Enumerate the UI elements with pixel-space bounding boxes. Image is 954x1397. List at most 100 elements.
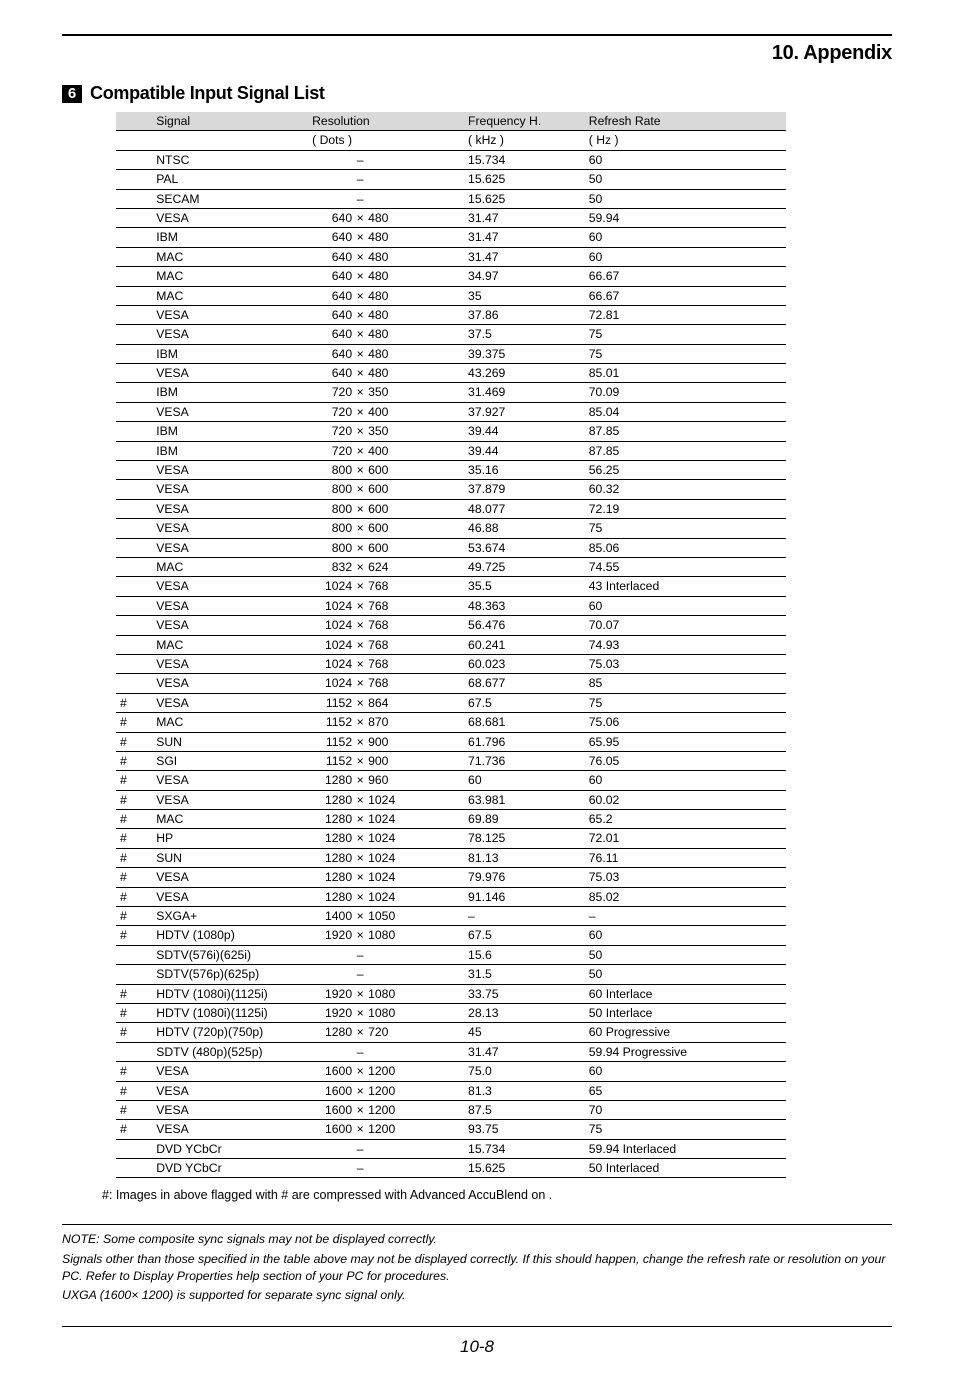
- resolution-times: ×: [352, 831, 368, 845]
- resolution-height: 480: [368, 347, 408, 361]
- cell-signal: HDTV (1080p): [152, 926, 308, 945]
- cell-resolution: –: [308, 1159, 464, 1178]
- resolution-width: 640: [312, 211, 352, 225]
- cell-freq-h: 48.077: [464, 499, 585, 518]
- cell-signal: SECAM: [152, 189, 308, 208]
- cell-refresh: 75.03: [585, 868, 786, 887]
- cell-freq-h: 75.0: [464, 1062, 585, 1081]
- cell-signal: VESA: [152, 790, 308, 809]
- table-head-row-1: Signal Resolution Frequency H. Refresh R…: [116, 112, 786, 131]
- cell-freq-h: 68.681: [464, 713, 585, 732]
- cell-signal: DVD YCbCr: [152, 1159, 308, 1178]
- cell-signal: VESA: [152, 1081, 308, 1100]
- resolution-times: ×: [352, 696, 368, 710]
- resolution-times: ×: [352, 521, 368, 535]
- cell-refresh: 87.85: [585, 441, 786, 460]
- cell-resolution: 1280×1024: [308, 848, 464, 867]
- cell-resolution: 1024×768: [308, 635, 464, 654]
- resolution-height: 768: [368, 638, 408, 652]
- cell-freq-h: 81.13: [464, 848, 585, 867]
- cell-freq-h: 37.5: [464, 325, 585, 344]
- resolution-width: 1280: [312, 812, 352, 826]
- cell-resolution: 1024×768: [308, 616, 464, 635]
- cell-mark: [116, 170, 152, 189]
- cell-signal: VESA: [152, 1100, 308, 1119]
- resolution-height: 1080: [368, 928, 408, 942]
- resolution-width: 1600: [312, 1122, 352, 1136]
- cell-mark: #: [116, 790, 152, 809]
- cell-mark: #: [116, 984, 152, 1003]
- table-row: #HDTV (720p)(750p)1280×7204560 Progressi…: [116, 1023, 786, 1042]
- th2-freqh: ( kHz ): [464, 131, 585, 150]
- cell-refresh: 76.05: [585, 751, 786, 770]
- table-row: IBM640×48039.37575: [116, 344, 786, 363]
- resolution-times: ×: [352, 269, 368, 283]
- resolution-width: 640: [312, 250, 352, 264]
- cell-resolution: 1280×960: [308, 771, 464, 790]
- table-row: #VESA1600×120093.7575: [116, 1120, 786, 1139]
- resolution-width: 1280: [312, 870, 352, 884]
- cell-resolution: –: [308, 945, 464, 964]
- cell-resolution: 1280×1024: [308, 868, 464, 887]
- cell-resolution: 1280×1024: [308, 790, 464, 809]
- cell-mark: [116, 519, 152, 538]
- resolution-width: 640: [312, 289, 352, 303]
- resolution-height: 400: [368, 405, 408, 419]
- cell-signal: HDTV (1080i)(1125i): [152, 984, 308, 1003]
- resolution-times: ×: [352, 890, 368, 904]
- resolution-times: ×: [352, 987, 368, 1001]
- resolution-times: ×: [352, 211, 368, 225]
- header-title: 10. Appendix: [62, 42, 892, 65]
- note-p3: UXGA (1600× 1200) is supported for separ…: [62, 1287, 892, 1304]
- cell-mark: [116, 383, 152, 402]
- table-row: VESA800×60048.07772.19: [116, 499, 786, 518]
- table-row: #HP1280×102478.12572.01: [116, 829, 786, 848]
- cell-mark: [116, 557, 152, 576]
- cell-freq-h: 34.97: [464, 267, 585, 286]
- resolution-width: 1600: [312, 1084, 352, 1098]
- cell-refresh: 60: [585, 150, 786, 169]
- cell-mark: [116, 208, 152, 227]
- cell-mark: #: [116, 1120, 152, 1139]
- table-row: IBM720×35039.4487.85: [116, 422, 786, 441]
- th2-res: ( Dots ): [308, 131, 464, 150]
- cell-signal: VESA: [152, 674, 308, 693]
- resolution-width: 720: [312, 444, 352, 458]
- cell-refresh: 60.32: [585, 480, 786, 499]
- cell-freq-h: 15.625: [464, 170, 585, 189]
- resolution-times: ×: [352, 366, 368, 380]
- page-number: 10-8: [62, 1337, 892, 1357]
- cell-resolution: 832×624: [308, 557, 464, 576]
- cell-mark: [116, 480, 152, 499]
- resolution-dash: –: [312, 153, 408, 167]
- resolution-width: 1152: [312, 754, 352, 768]
- table-row: SECAM–15.62550: [116, 189, 786, 208]
- cell-freq-h: 37.879: [464, 480, 585, 499]
- table-row: DVD YCbCr–15.73459.94 Interlaced: [116, 1139, 786, 1158]
- cell-mark: [116, 422, 152, 441]
- resolution-width: 800: [312, 482, 352, 496]
- resolution-dash: –: [312, 172, 408, 186]
- cell-resolution: 1920×1080: [308, 984, 464, 1003]
- resolution-height: 400: [368, 444, 408, 458]
- cell-signal: VESA: [152, 402, 308, 421]
- cell-signal: SUN: [152, 848, 308, 867]
- cell-freq-h: 67.5: [464, 693, 585, 712]
- resolution-width: 800: [312, 521, 352, 535]
- resolution-width: 1920: [312, 987, 352, 1001]
- cell-resolution: 640×480: [308, 267, 464, 286]
- cell-signal: VESA: [152, 616, 308, 635]
- cell-refresh: 85.06: [585, 538, 786, 557]
- resolution-times: ×: [352, 385, 368, 399]
- cell-refresh: 60: [585, 771, 786, 790]
- cell-signal: HDTV (720p)(750p): [152, 1023, 308, 1042]
- resolution-height: 1080: [368, 987, 408, 1001]
- resolution-width: 1280: [312, 793, 352, 807]
- cell-freq-h: 33.75: [464, 984, 585, 1003]
- resolution-height: 480: [368, 366, 408, 380]
- resolution-times: ×: [352, 657, 368, 671]
- cell-mark: #: [116, 1003, 152, 1022]
- resolution-width: 1600: [312, 1103, 352, 1117]
- cell-resolution: 720×350: [308, 383, 464, 402]
- cell-resolution: –: [308, 170, 464, 189]
